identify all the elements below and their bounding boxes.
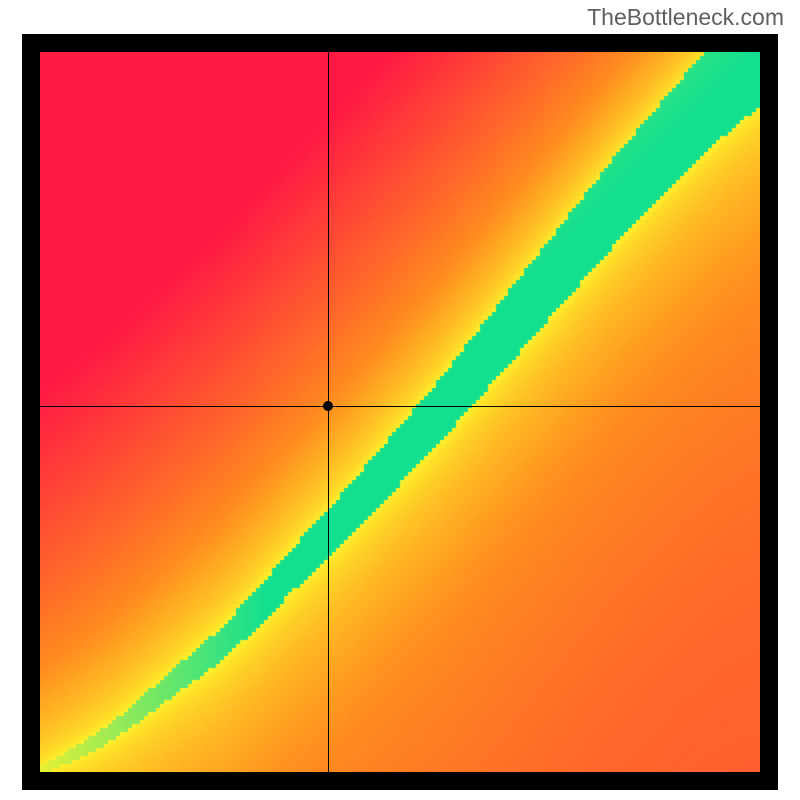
figure-container: TheBottleneck.com <box>0 0 800 800</box>
watermark-text: TheBottleneck.com <box>587 4 784 31</box>
bottleneck-heatmap <box>40 52 760 772</box>
crosshair-vertical <box>328 52 329 772</box>
crosshair-horizontal <box>40 406 760 407</box>
